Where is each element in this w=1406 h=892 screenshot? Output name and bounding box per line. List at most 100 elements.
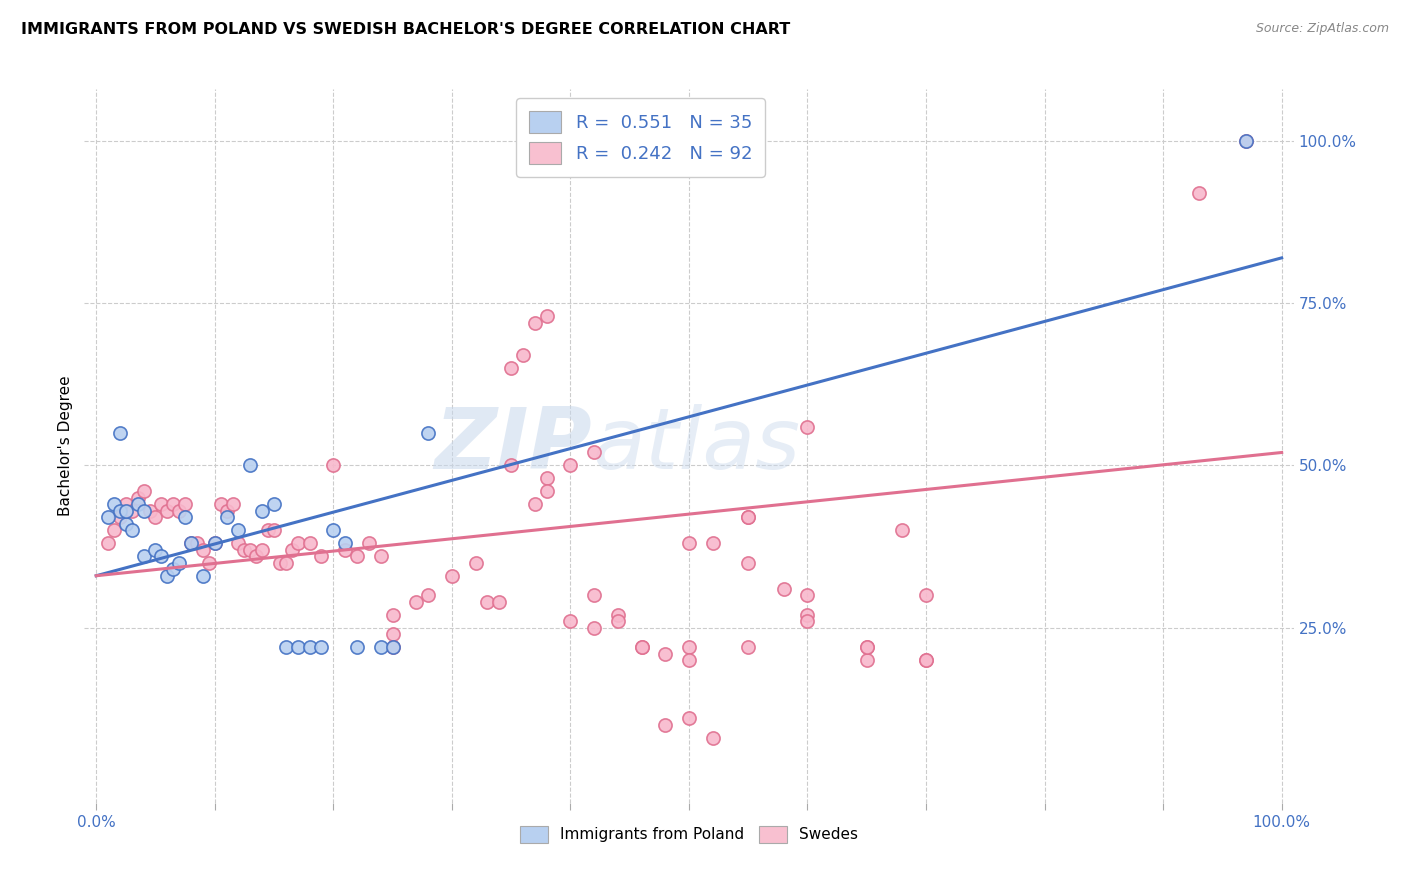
Point: [97, 510, 120, 524]
Point: [370, 640, 392, 654]
Point: [512, 348, 534, 362]
Point: [145, 542, 167, 557]
Point: [298, 640, 321, 654]
Point: [132, 549, 155, 564]
Point: [855, 640, 877, 654]
Point: [204, 536, 226, 550]
Point: [156, 568, 179, 582]
Point: [156, 504, 179, 518]
Point: [440, 568, 463, 582]
Point: [583, 445, 606, 459]
Point: [287, 640, 309, 654]
Point: [103, 497, 125, 511]
Point: [108, 510, 131, 524]
Point: [191, 568, 214, 582]
Point: [287, 536, 309, 550]
Point: [245, 549, 267, 564]
Point: [560, 458, 582, 473]
Point: [167, 504, 190, 518]
Point: [477, 595, 499, 609]
Point: [418, 425, 440, 440]
Point: [891, 524, 914, 538]
Point: [250, 542, 273, 557]
Point: [737, 556, 759, 570]
Point: [186, 536, 208, 550]
Point: [370, 549, 392, 564]
Point: [772, 582, 794, 596]
Point: [1234, 134, 1257, 148]
Point: [127, 491, 149, 505]
Point: [381, 627, 404, 641]
Point: [132, 484, 155, 499]
Point: [606, 607, 628, 622]
Point: [796, 588, 818, 602]
Point: [274, 556, 297, 570]
Point: [209, 497, 232, 511]
Point: [523, 316, 546, 330]
Point: [215, 510, 238, 524]
Point: [536, 484, 558, 499]
Point: [132, 504, 155, 518]
Point: [215, 504, 238, 518]
Point: [381, 640, 404, 654]
Point: [174, 497, 197, 511]
Text: Source: ZipAtlas.com: Source: ZipAtlas.com: [1256, 22, 1389, 36]
Point: [737, 640, 759, 654]
Point: [915, 653, 938, 667]
Point: [281, 542, 304, 557]
Point: [606, 614, 628, 628]
Point: [239, 458, 262, 473]
Point: [162, 562, 184, 576]
Point: [250, 504, 273, 518]
Point: [523, 497, 546, 511]
Point: [1234, 134, 1257, 148]
Point: [311, 640, 333, 654]
Point: [298, 536, 321, 550]
Point: [257, 524, 280, 538]
Point: [162, 497, 184, 511]
Point: [97, 536, 120, 550]
Point: [115, 504, 138, 518]
Point: [115, 516, 138, 531]
Point: [221, 497, 243, 511]
Text: ZIP: ZIP: [434, 404, 592, 488]
Point: [357, 536, 380, 550]
Point: [678, 536, 700, 550]
Y-axis label: Bachelor's Degree: Bachelor's Degree: [58, 376, 73, 516]
Point: [269, 556, 291, 570]
Point: [274, 640, 297, 654]
Point: [796, 607, 818, 622]
Point: [138, 504, 160, 518]
Point: [855, 640, 877, 654]
Point: [654, 718, 676, 732]
Legend: Immigrants from Poland, Swedes: Immigrants from Poland, Swedes: [515, 820, 863, 848]
Point: [346, 549, 368, 564]
Point: [180, 536, 202, 550]
Point: [654, 647, 676, 661]
Point: [103, 524, 125, 538]
Point: [322, 524, 344, 538]
Point: [678, 653, 700, 667]
Point: [121, 504, 143, 518]
Point: [501, 361, 523, 376]
Point: [405, 595, 427, 609]
Point: [536, 471, 558, 485]
Point: [191, 542, 214, 557]
Point: [855, 653, 877, 667]
Point: [501, 458, 523, 473]
Point: [796, 614, 818, 628]
Point: [115, 497, 138, 511]
Point: [583, 621, 606, 635]
Point: [322, 458, 344, 473]
Point: [678, 640, 700, 654]
Point: [737, 510, 759, 524]
Point: [174, 510, 197, 524]
Point: [228, 524, 250, 538]
Point: [915, 588, 938, 602]
Point: [583, 588, 606, 602]
Text: IMMIGRANTS FROM POLAND VS SWEDISH BACHELOR'S DEGREE CORRELATION CHART: IMMIGRANTS FROM POLAND VS SWEDISH BACHEL…: [21, 22, 790, 37]
Point: [333, 536, 356, 550]
Point: [198, 556, 221, 570]
Point: [204, 536, 226, 550]
Point: [180, 536, 202, 550]
